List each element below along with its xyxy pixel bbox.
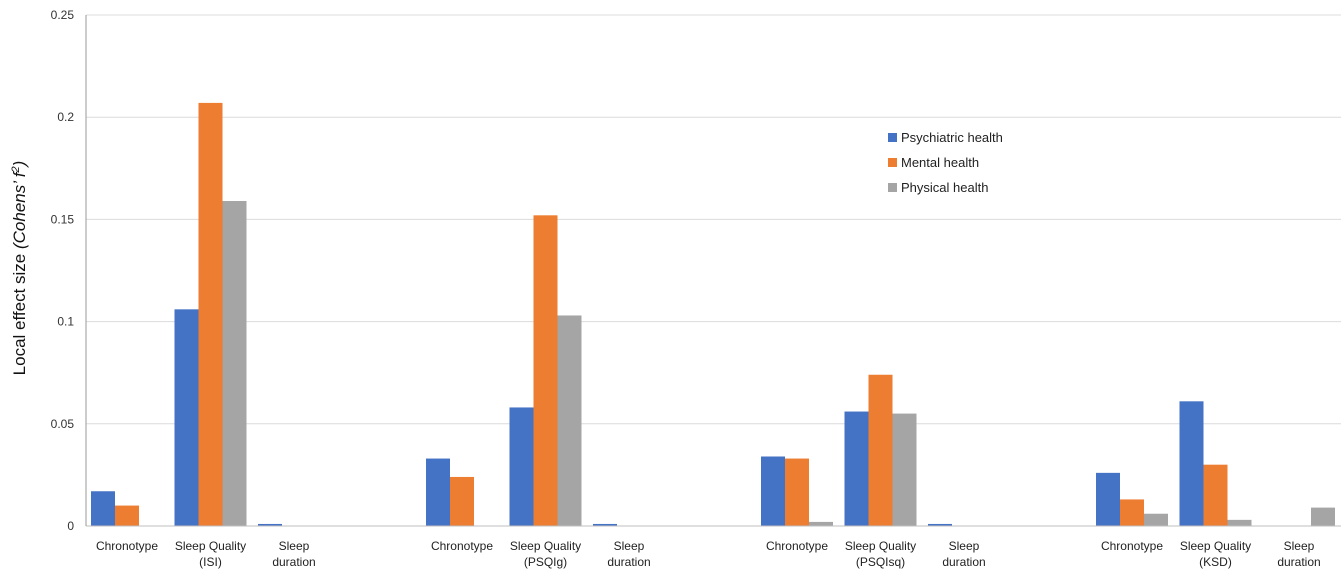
legend-label: Psychiatric health (901, 130, 1003, 145)
bar (844, 411, 869, 526)
y-tick-label: 0.1 (57, 315, 74, 329)
category-label: (PSQIg) (524, 555, 567, 569)
y-tick-label: 0.05 (51, 417, 75, 431)
category-label: Sleep (1284, 539, 1315, 553)
category-label: Chronotype (1101, 539, 1163, 553)
bar (222, 201, 247, 526)
y-tick-label: 0.15 (51, 212, 75, 226)
y-tick-label: 0 (67, 519, 74, 533)
bar (1179, 401, 1204, 526)
bar (258, 523, 282, 526)
bar (557, 315, 582, 526)
bar (1096, 472, 1120, 526)
legend-swatch (888, 158, 897, 167)
y-axis-label-close: ) (10, 161, 29, 169)
category-label: Sleep (279, 539, 310, 553)
y-tick-label: 0.2 (57, 110, 74, 124)
bar (1120, 499, 1144, 526)
category-label: Sleep Quality (175, 539, 246, 553)
legend-swatch (888, 133, 897, 142)
category-label: Sleep Quality (845, 539, 916, 553)
bar (1144, 513, 1168, 526)
category-labels: Chronotype Sleep Quality (ISI) Sleep duratio… (96, 539, 1321, 569)
category-label: Sleep Quality (510, 539, 581, 553)
category-label: Chronotype (766, 539, 828, 553)
category-label: duration (1277, 555, 1320, 569)
bar (892, 413, 917, 526)
bar (426, 458, 450, 526)
bar (928, 523, 952, 526)
y-axis-label-sup: 2 (10, 166, 22, 173)
category-label: duration (272, 555, 315, 569)
y-axis-label-italic: (Cohens’ f (10, 170, 29, 249)
bar (593, 523, 617, 526)
category-label: Chronotype (431, 539, 493, 553)
bar (1203, 464, 1228, 526)
bar (198, 102, 223, 526)
category-label: (ISI) (199, 555, 222, 569)
bar (91, 491, 115, 526)
bar (761, 456, 785, 526)
legend: Psychiatric health Mental health Physical … (888, 130, 1003, 195)
category-label: Sleep (614, 539, 645, 553)
category-label: Sleep (949, 539, 980, 553)
bar (809, 521, 833, 526)
y-axis-label-main: Local effect size (10, 249, 29, 375)
bar (174, 309, 199, 526)
y-axis-ticks: 0 0.05 0.1 0.15 0.2 0.25 (51, 8, 75, 533)
bar (868, 374, 893, 526)
bars (91, 102, 1335, 526)
bar (450, 476, 474, 526)
legend-swatch (888, 183, 897, 192)
category-label: Chronotype (96, 539, 158, 553)
y-axis-label: Local effect size (Cohens’ f2) (10, 161, 29, 376)
bar (533, 215, 558, 526)
bar (509, 407, 534, 526)
legend-label: Mental health (901, 155, 979, 170)
legend-label: Physical health (901, 180, 988, 195)
category-label: Sleep Quality (1180, 539, 1251, 553)
bar (115, 505, 139, 526)
y-tick-label: 0.25 (51, 8, 75, 22)
category-label: duration (942, 555, 985, 569)
category-label: duration (607, 555, 650, 569)
gridlines (86, 14, 1341, 425)
category-label: (PSQIsq) (856, 555, 905, 569)
bar (1311, 507, 1335, 526)
bar (1227, 519, 1252, 526)
category-label: (KSD) (1199, 555, 1232, 569)
bar (785, 458, 809, 526)
